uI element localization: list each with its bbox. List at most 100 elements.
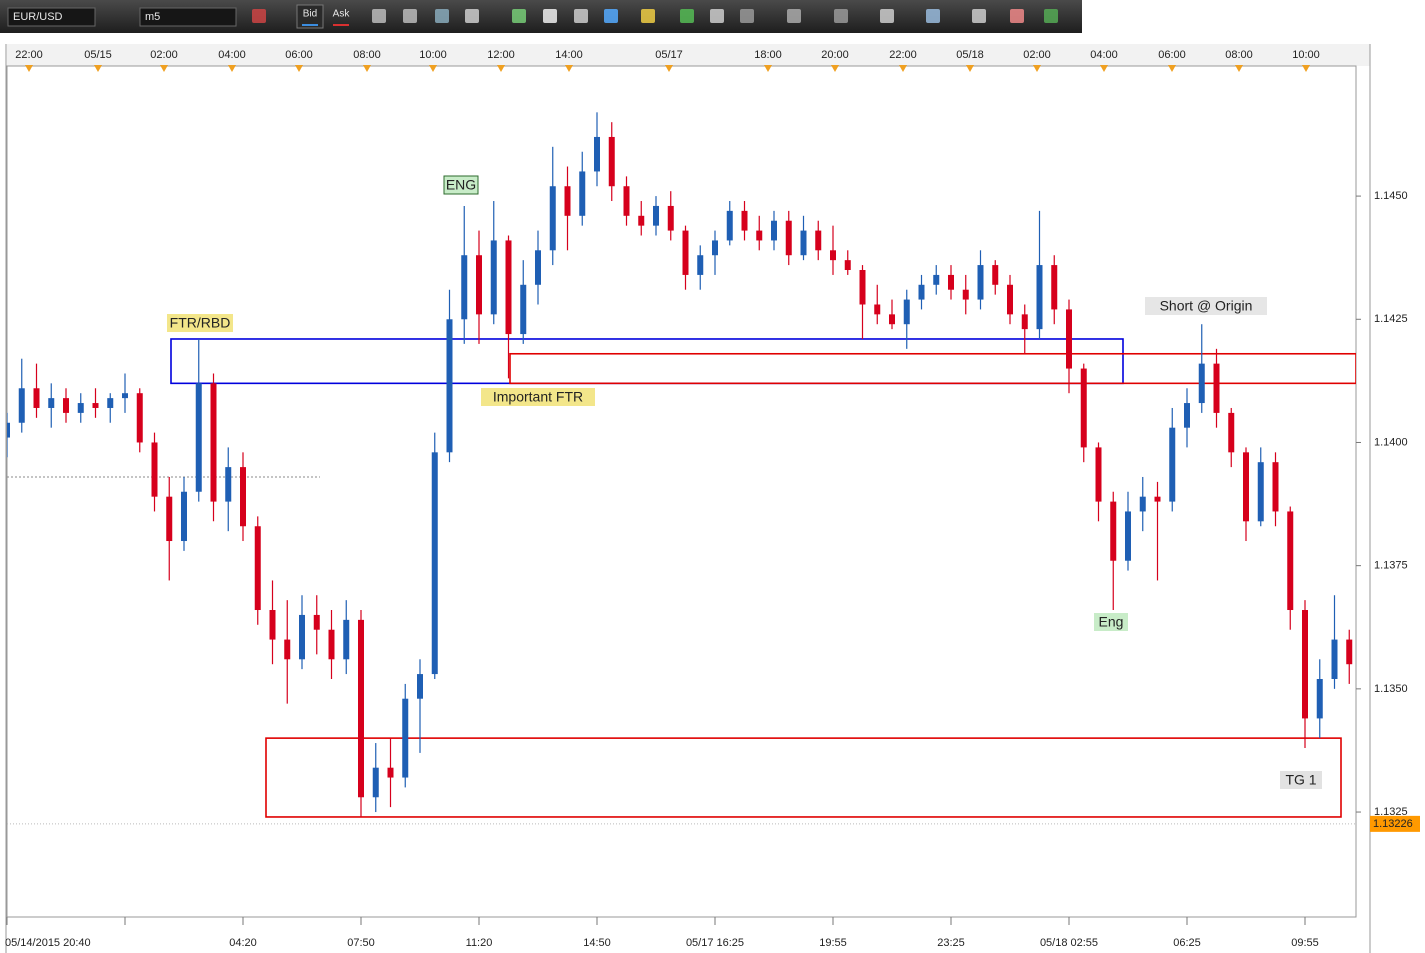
x-tick-label: 07:50 <box>347 937 375 949</box>
annotation: Short @ Origin <box>1160 298 1253 314</box>
candle-body <box>328 629 335 660</box>
annotation-box <box>1145 297 1267 315</box>
toolbar-icon[interactable] <box>1044 9 1058 23</box>
toolbar-icon[interactable] <box>252 9 266 23</box>
symbol-select[interactable] <box>7 7 96 27</box>
y-tick-label: 1.1425 <box>1374 313 1408 325</box>
toolbar-icon[interactable] <box>465 9 479 23</box>
candle-body <box>166 496 173 542</box>
plot <box>7 112 1356 825</box>
y-tick-label: 1.1450 <box>1374 190 1408 202</box>
top-axis-marker <box>497 65 505 72</box>
candle-body <box>815 230 822 251</box>
top-axis-label: 08:00 <box>1225 49 1253 61</box>
y-tick-label: 1.1350 <box>1374 683 1408 695</box>
top-axis-marker <box>1033 65 1041 72</box>
candle-body <box>1213 363 1220 413</box>
candle-body <box>608 136 615 187</box>
top-axis-label: 08:00 <box>353 49 381 61</box>
toolbar-icon[interactable] <box>512 9 526 23</box>
candle-body <box>151 442 158 497</box>
candle-body <box>431 452 438 675</box>
annotation: Eng <box>1099 614 1124 630</box>
ask[interactable]: Ask <box>333 9 351 20</box>
top-axis-marker <box>295 65 303 72</box>
toolbar-icon[interactable] <box>574 9 588 23</box>
timeframe-select[interactable] <box>139 7 237 27</box>
symbol[interactable]: EUR/USD <box>13 11 63 23</box>
toolbar-icon[interactable] <box>604 9 618 23</box>
candle-body <box>476 255 482 315</box>
ask-indicator <box>333 24 349 26</box>
toolbar-icon[interactable] <box>543 9 557 23</box>
last-price-label: 1.13226 <box>1373 818 1413 830</box>
candle-body <box>122 393 128 399</box>
candle-body <box>254 526 261 611</box>
candle-body <box>756 230 763 241</box>
candle-body <box>299 614 305 660</box>
candle-body <box>712 240 718 256</box>
candle-body <box>785 220 792 256</box>
toolbar-icon[interactable] <box>740 9 754 23</box>
candle-body <box>889 314 895 325</box>
timeframe[interactable]: m5 <box>145 11 160 23</box>
candle-body <box>1169 427 1176 502</box>
candle-body <box>1346 639 1353 665</box>
zone <box>509 352 1356 385</box>
toolbar-icon[interactable] <box>435 9 449 23</box>
candle-body <box>1110 501 1117 561</box>
bid-button[interactable] <box>296 4 324 29</box>
top-axis-label: 14:00 <box>555 49 583 61</box>
candle-body <box>1257 462 1264 522</box>
toolbar-icon[interactable] <box>880 9 894 23</box>
toolbar-icon[interactable] <box>972 9 986 23</box>
candle-body <box>402 698 409 778</box>
zone <box>265 737 1342 818</box>
toolbar-icon[interactable] <box>403 9 417 23</box>
x-tick-label: 11:20 <box>466 937 493 949</box>
candle-body <box>741 210 748 231</box>
annotation: FTR/RBD <box>170 315 231 331</box>
candle-body <box>358 619 364 798</box>
candle-body <box>417 674 423 699</box>
candle-body <box>505 240 512 335</box>
last-price-box <box>1370 815 1420 832</box>
candle-body <box>225 467 232 502</box>
toolbar-icon[interactable] <box>372 9 386 23</box>
candle-body <box>1125 511 1131 561</box>
candle-body <box>535 250 541 285</box>
top-axis-label: 22:00 <box>889 49 917 61</box>
annotation-box <box>167 314 233 332</box>
bid[interactable]: Bid <box>303 9 317 20</box>
x-tick-label: 19:55 <box>819 937 847 949</box>
toolbar-icon[interactable] <box>834 9 848 23</box>
toolbar-icon[interactable] <box>926 9 940 23</box>
candle-body <box>181 491 187 542</box>
top-axis-label: 02:00 <box>1023 49 1051 61</box>
y-tick-label: 1.1375 <box>1374 560 1408 572</box>
top-axis-marker <box>160 65 168 72</box>
candle-body <box>948 274 954 290</box>
y-tick-label: 1.1400 <box>1374 436 1408 448</box>
toolbar-icon[interactable] <box>641 9 655 23</box>
toolbar-icon[interactable] <box>1010 9 1024 23</box>
candle-body <box>48 398 55 408</box>
candle-body <box>343 619 350 660</box>
plot-area <box>6 65 1357 918</box>
candle-body <box>1243 452 1249 522</box>
toolbar-icon[interactable] <box>710 9 724 23</box>
x-tick-label: 05/18 02:55 <box>1040 937 1098 949</box>
candle-body <box>623 186 630 216</box>
x-tick-label: 04:20 <box>229 937 257 949</box>
top-axis-marker <box>1235 65 1243 72</box>
candle-body <box>682 230 689 275</box>
toolbar-icon[interactable] <box>787 9 801 23</box>
toolbar-icon[interactable] <box>680 9 694 23</box>
x-tick-label: 06:25 <box>1173 937 1201 949</box>
top-axis-marker <box>665 65 673 72</box>
x-tick-label: 05/14/2015 20:40 <box>5 937 91 949</box>
candle-body <box>63 398 69 413</box>
candle-body <box>1331 639 1338 679</box>
candle-body <box>1007 284 1013 315</box>
